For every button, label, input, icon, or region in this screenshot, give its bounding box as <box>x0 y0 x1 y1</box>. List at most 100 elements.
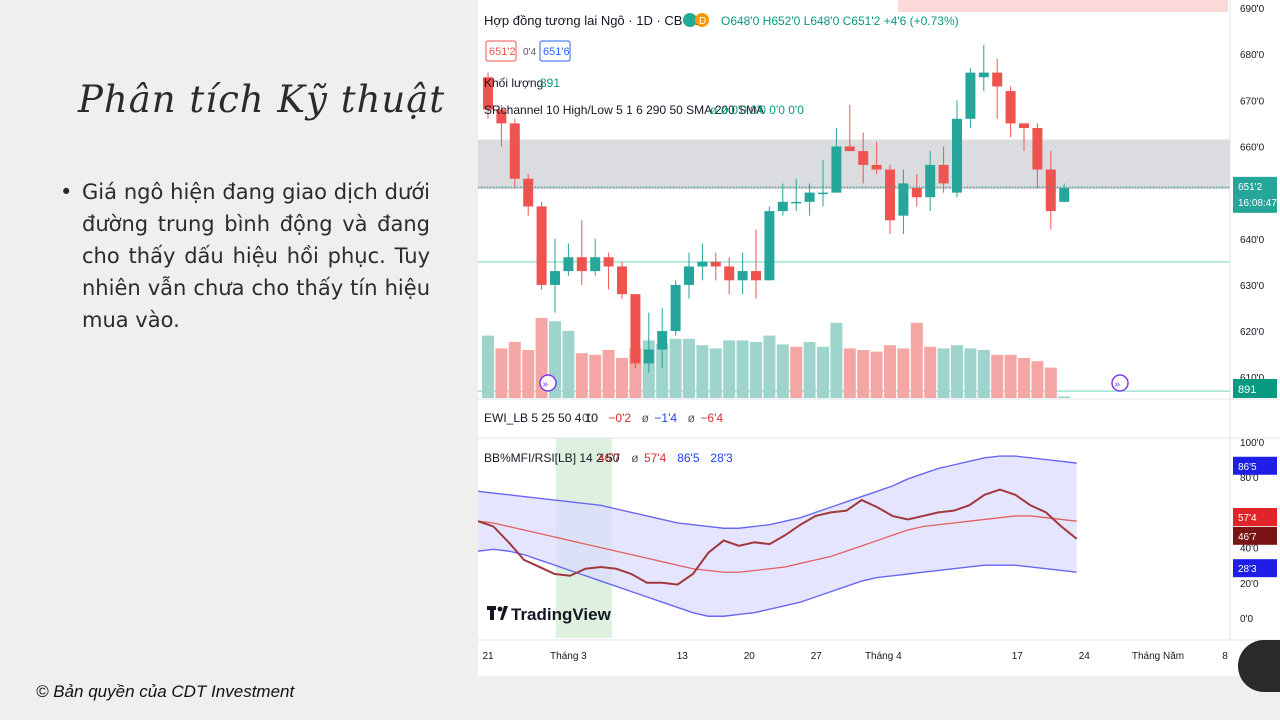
symbol-title: Hợp đồng tương lai Ngô · 1D · CBOT <box>484 13 701 28</box>
timeframe-badge[interactable]: D <box>683 13 709 27</box>
candle-body <box>898 183 909 216</box>
volume-bar <box>910 322 923 398</box>
osc-tick-label: 20'0 <box>1240 579 1259 590</box>
candle-body <box>697 261 708 267</box>
osc-badge-label: 28'3 <box>1238 564 1257 575</box>
price-tick-label: 670'0 <box>1240 96 1265 107</box>
corner-decoration <box>1238 640 1280 692</box>
candle <box>590 238 601 276</box>
price-tick-label: 680'0 <box>1240 50 1265 61</box>
candle <box>885 164 895 235</box>
volume-bar <box>602 350 615 398</box>
osc-tick-label: 80'0 <box>1240 473 1259 484</box>
last-price-label: 651'2 <box>1238 182 1263 193</box>
tradingview-chart[interactable]: 690'0680'0670'0660'0650'0640'0630'0620'0… <box>477 0 1280 676</box>
candle <box>603 252 614 290</box>
candle <box>724 257 735 295</box>
candle <box>1005 86 1016 138</box>
price-tick-label: 620'0 <box>1240 327 1265 338</box>
scroll-left-marker[interactable]: » <box>539 374 557 392</box>
volume-bar <box>575 353 588 398</box>
volume-bar <box>736 340 749 398</box>
volume-bar <box>857 350 870 398</box>
candle-body <box>938 164 949 184</box>
osc-tick-label: 40'0 <box>1240 544 1259 555</box>
x-tick-label: 17 <box>1012 651 1024 662</box>
top-highlight <box>898 0 1228 12</box>
volume-bar <box>709 348 722 398</box>
price-tick-label: 690'0 <box>1240 4 1265 15</box>
candle-body <box>751 271 761 281</box>
candle-body <box>1005 91 1016 124</box>
mfi-line <box>477 488 1078 586</box>
tradingview-logo: TradingView <box>487 605 612 624</box>
osc-badge-label: 86'5 <box>1238 462 1257 473</box>
osc-badge <box>1233 507 1277 526</box>
volume-bar <box>951 345 963 398</box>
candle-body <box>777 201 788 212</box>
legend-value: ø <box>631 451 639 465</box>
volume-bar <box>482 335 494 398</box>
indicator-label: SRchannel 10 High/Low 5 1 6 290 50 SMA 2… <box>484 103 764 117</box>
volume-bar <box>1031 361 1044 398</box>
legend-value: −0'2 <box>608 411 631 425</box>
osc-badge <box>1233 526 1277 545</box>
candle-body <box>952 118 962 193</box>
candle-body <box>992 72 1003 87</box>
candle-body <box>657 331 668 350</box>
candle-body <box>1032 128 1043 170</box>
svg-text:»: » <box>543 379 549 390</box>
x-tick-label: Tháng 4 <box>865 651 902 662</box>
volume-bar <box>830 322 843 398</box>
volume-bar <box>897 348 910 398</box>
scroll-right-marker[interactable]: » <box>1111 374 1129 392</box>
copyright-text: © Bản quyền của CDT Investment <box>36 682 295 701</box>
volume-bar <box>508 342 521 398</box>
bollinger-band-fill <box>478 456 1077 617</box>
candle <box>844 104 855 152</box>
candle <box>1032 123 1043 188</box>
candle <box>509 118 520 188</box>
candle <box>818 160 828 207</box>
bid-price: 651'2 <box>489 46 516 58</box>
candle-body <box>670 284 681 332</box>
candle <box>777 183 788 216</box>
osc-badge <box>1233 456 1277 475</box>
candle-body <box>831 146 842 193</box>
legend-value: ø <box>688 411 696 425</box>
candle-body <box>536 206 547 285</box>
osc-badge <box>1233 559 1277 578</box>
candle <box>697 243 708 281</box>
bid-box[interactable] <box>485 40 517 62</box>
candle <box>684 252 694 299</box>
candle <box>858 132 869 184</box>
candle-body <box>710 261 721 267</box>
candle <box>737 252 748 295</box>
candle <box>576 220 587 285</box>
candle <box>550 238 560 313</box>
ask-box[interactable] <box>539 40 571 62</box>
x-tick-label: Tháng 3 <box>550 651 587 662</box>
volume-bar <box>884 345 896 398</box>
candle-body <box>630 294 641 364</box>
candle-body <box>818 192 828 195</box>
volume-bar <box>696 345 709 398</box>
volume-bar <box>870 351 883 398</box>
ewi-values: 0'0 −0'2 ø −1'4 ø −6'4 <box>582 411 723 425</box>
volume-bar <box>616 358 628 398</box>
candle <box>1045 151 1056 230</box>
candle-body <box>523 178 534 207</box>
candle <box>871 141 882 175</box>
spread-value: 0'4 <box>523 47 536 58</box>
candle-body <box>858 151 869 165</box>
candle <box>657 308 668 368</box>
chart-svg[interactable]: 690'0680'0670'0660'0650'0640'0630'0620'0… <box>477 0 1280 676</box>
volume-bar <box>843 348 856 398</box>
candle-body <box>590 257 601 272</box>
candle-body <box>1019 123 1029 128</box>
candle <box>670 280 681 336</box>
bullet-item: Giá ngô hiện đang giao dịch dưới đường t… <box>60 176 430 336</box>
candle-body <box>925 164 936 198</box>
candle-body <box>1045 169 1056 212</box>
x-tick-label: 27 <box>811 651 823 662</box>
